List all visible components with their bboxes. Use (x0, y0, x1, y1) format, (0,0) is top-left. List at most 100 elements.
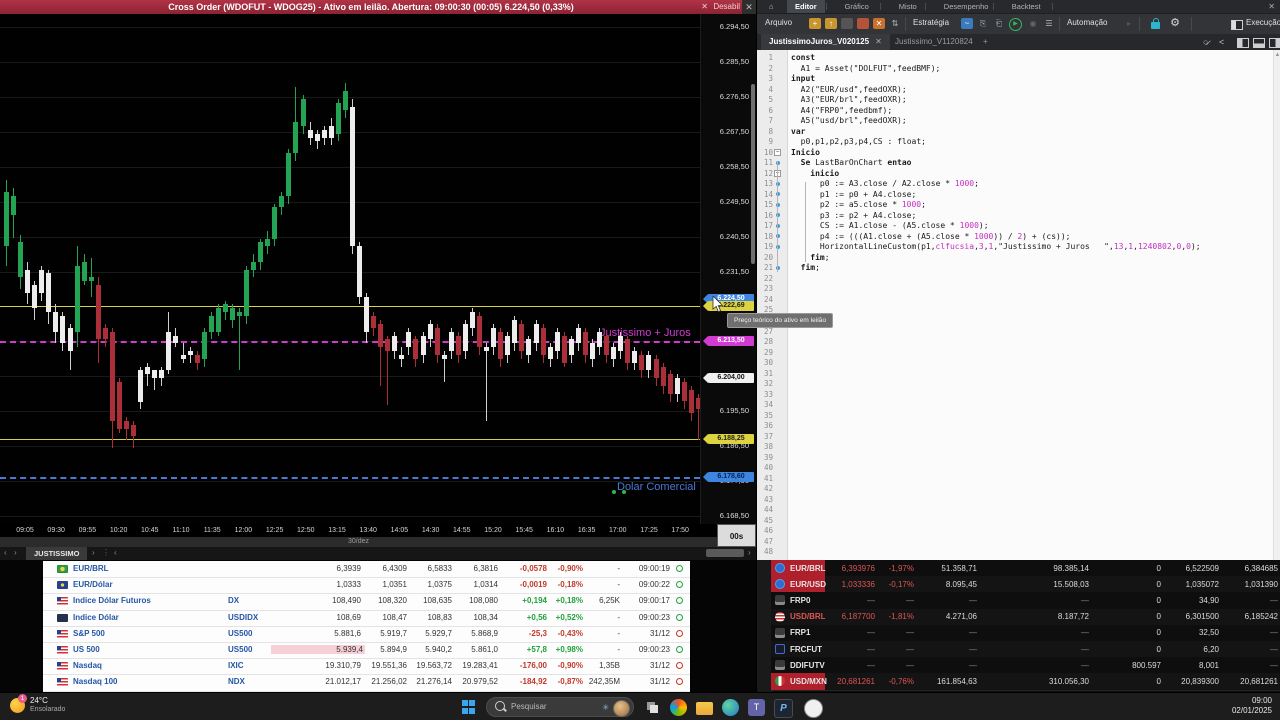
split-right-icon[interactable] (1269, 38, 1280, 48)
settings-gear-icon[interactable]: ⚙ (1170, 17, 1180, 29)
arquivo-menu[interactable]: Arquivo (765, 18, 793, 27)
editor-tab-misto[interactable]: Misto (898, 2, 917, 11)
watchlist-row[interactable]: EUR/BRL 6,3939 6,4309 6,5833 6,3816 -0,0578 -0… (43, 561, 690, 579)
chart-close-button[interactable]: ✕ (742, 0, 756, 14)
quote-board-row[interactable]: FRCFUT — — — — 0 6,20 — (771, 641, 1280, 659)
tab-justissimo[interactable]: JUSTISSIMO (26, 547, 88, 560)
code-line[interactable]: A5("usd/brl",feedOXR); (800, 116, 907, 126)
code-line[interactable]: A4("FRP0",feedbmf); (800, 105, 893, 115)
code-line[interactable]: CS := A1.close - (A5.close * 1000); (819, 221, 989, 231)
lock-icon[interactable] (1151, 18, 1160, 29)
horizontal-line[interactable] (0, 476, 700, 479)
close-tab-icon[interactable]: ✕ (875, 37, 882, 46)
price-axis[interactable]: 6.294,50 6.285,50 6.276,50 6.267,50 6.258,50… (700, 14, 757, 524)
import-file-icon[interactable]: ↑ (825, 18, 837, 29)
code-line[interactable]: p1 := p0 + A4.close; (819, 189, 917, 199)
quote-board-row[interactable]: FRP1 — — — — 0 32,50 — (771, 624, 1280, 642)
weather-condition[interactable]: Ensolarado (30, 706, 66, 713)
taskbar-search[interactable]: Pesquisar ✳ (486, 697, 634, 717)
code-line[interactable]: A3("EUR/brl",feedOXR); (800, 95, 907, 105)
code-line[interactable]: input (791, 74, 816, 84)
watchlist-row[interactable]: EUR/Dólar 1,0333 1,0351 1,0375 1,0314 -0,0019… (43, 577, 690, 595)
watchlist-row[interactable]: Indice Dólar Futuros DX 108,490 108,320 108,… (43, 593, 690, 611)
disable-button[interactable]: Desabil (713, 2, 740, 11)
code-line[interactable]: p4 := (((A1.close + (A5.close * 1000)) /… (819, 231, 1071, 241)
search-code-icon[interactable]: ○̷ (1203, 37, 1209, 47)
open-file-icon[interactable]: + (809, 18, 821, 29)
code-scrollbar[interactable]: ▲ (1273, 50, 1280, 560)
watchlist-row[interactable]: Nasdaq IXIC 19.310,79 19.551,36 19.563,72 19.… (43, 658, 690, 676)
execucao-toggle[interactable]: Execução (1246, 18, 1280, 27)
editor-close-icon[interactable]: ✕ (1268, 2, 1275, 11)
candlestick-plot[interactable]: Justissimo + Juros Dolar Comercial (0, 14, 700, 524)
horizontal-line[interactable] (0, 439, 700, 441)
task-view-icon[interactable] (644, 699, 661, 716)
code-line[interactable]: p0 := A3.close / A2.close * 1000; (819, 179, 979, 189)
taskbar-time[interactable]: 09:00 (1251, 696, 1272, 705)
editor-tab-gráfico[interactable]: Gráfico (844, 2, 869, 11)
record-icon[interactable]: ◉ (1029, 19, 1037, 28)
watchlist-row[interactable]: US 500 US500 5.939,4 5.894,9 5.940,2 5.861,0 +… (43, 642, 690, 660)
quote-board-row[interactable]: USD/BRL 6,187700 -1,81% 4.271,06 8.187,72 0 6,… (771, 608, 1280, 626)
code-line[interactable]: var (791, 126, 806, 136)
code-line[interactable]: A1 = Asset("DOLFUT",feedBMF); (800, 63, 941, 73)
code-line[interactable]: p3 := p2 + A4.close; (819, 210, 917, 220)
editor-tab-desempenho[interactable]: Desempenho (943, 2, 989, 11)
code-line[interactable]: Inicio (791, 147, 820, 157)
run-strategy-icon[interactable]: ▶ (1009, 18, 1022, 31)
quote-board-row[interactable]: EUR/USD 1,033336 -0,17% 8.095,45 15.508,03 0 1… (771, 576, 1280, 594)
tab-scrollbar[interactable] (706, 549, 744, 557)
copilot-icon[interactable] (670, 699, 687, 716)
save-file-icon[interactable] (841, 18, 853, 29)
python-icon[interactable]: ~ (961, 18, 973, 29)
code-editor[interactable]: 12345678910−1112−13141516171819202122232… (757, 50, 1280, 560)
code-line[interactable]: p2 := a5.close * 1000; (819, 200, 926, 210)
new-file-tab-button[interactable]: + (983, 37, 988, 46)
axis-scrollbar[interactable] (751, 84, 755, 264)
code-line[interactable]: A2("EUR/usd",feedOXR); (800, 84, 907, 94)
start-button[interactable] (462, 700, 476, 714)
file-tab-active[interactable]: JustissimoJuros_V020125 ✕ (761, 34, 890, 50)
tab-collapse-icon[interactable]: ‹ (114, 548, 117, 557)
taskbar-date[interactable]: 02/01/2025 (1231, 706, 1272, 715)
automation-run-icon[interactable]: ▸ (1126, 19, 1131, 28)
profit-app-icon[interactable]: P (774, 699, 793, 718)
quote-board-row[interactable]: DDIFUTV — — — — 800.597 8,001 — (771, 657, 1280, 675)
watchlist-row[interactable]: S&P 500 US500 5.881,6 5.919,7 5.929,7 5.868,9… (43, 626, 690, 643)
estrategia-menu[interactable]: Estratégia (913, 18, 950, 27)
watchlist-row[interactable]: Nasdaq 100 NDX 21.012,17 21.256,02 21.276,14… (43, 674, 690, 692)
chart-titlebar[interactable]: Cross Order (WDOFUT - WDOG25) - Ativo em… (0, 0, 742, 14)
log-list-icon[interactable]: ☰ (1045, 19, 1053, 28)
file-explorer-icon[interactable] (696, 702, 713, 715)
code-line[interactable]: HorizontalLineCustom(p1,clfucsia,3,1,"Ju… (819, 242, 1201, 252)
editor-tab-editor[interactable]: Editor (787, 0, 825, 13)
edge-icon[interactable] (722, 699, 739, 716)
home-icon[interactable]: ⌂ (769, 2, 774, 11)
teams-icon[interactable]: T (748, 699, 765, 716)
quote-board-row[interactable]: USD/MXN 20,681261 -0,76% 161.854,63 310.056,… (771, 673, 1280, 691)
sort-icon[interactable]: ⇅ (891, 19, 899, 28)
flow-icon[interactable]: ⎘ (979, 19, 987, 28)
time-axis[interactable]: 09:05 09:30 09:55 10:20 10:45 11:10 11:35 12:00… (0, 524, 717, 537)
tab-scroll-end-icon[interactable]: › (748, 548, 751, 557)
code-line[interactable]: Se LastBarOnChart entao (800, 158, 912, 168)
code-line[interactable]: p0,p1,p2,p3,p4,CS : float; (800, 137, 926, 147)
weather-temp[interactable]: 24°C (30, 696, 48, 705)
flow-next-icon[interactable]: ⎗ (995, 19, 1003, 28)
horizontal-line[interactable] (0, 341, 700, 344)
code-line[interactable]: fim; (800, 263, 820, 273)
watchlist-row[interactable]: Indice Dólar USDIDX 108,69 108,47 108,83 108,… (43, 610, 690, 627)
tab-scroll-right-icon[interactable]: › (14, 548, 17, 557)
fold-toggle-icon[interactable]: − (774, 148, 781, 156)
save-as-icon[interactable] (857, 18, 869, 29)
code-line[interactable]: fim; (810, 252, 830, 262)
share-icon[interactable]: < (1219, 37, 1225, 47)
tab-caret-icon[interactable]: › (92, 548, 95, 557)
tab-scroll-left-icon[interactable]: ‹ (4, 548, 7, 557)
split-left-icon[interactable] (1237, 38, 1249, 48)
split-bottom-icon[interactable] (1253, 38, 1265, 48)
quote-board-row[interactable]: FRP0 — — — — 0 34,90 — (771, 592, 1280, 610)
delete-file-icon[interactable]: ✕ (873, 18, 885, 29)
nelogica-clock-icon[interactable] (804, 699, 823, 718)
code-line[interactable]: const (791, 53, 816, 62)
